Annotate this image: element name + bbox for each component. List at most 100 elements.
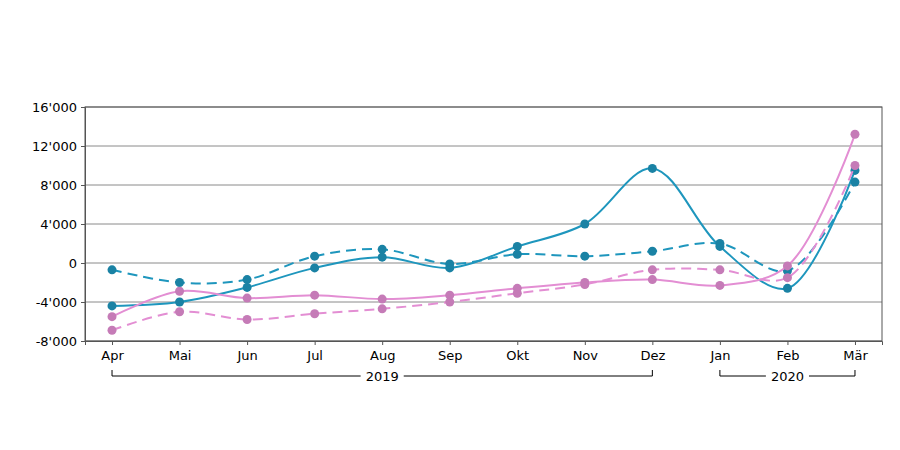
x-tick-label: Jun bbox=[236, 348, 257, 363]
x-tick-mark bbox=[787, 341, 788, 345]
series-point bbox=[378, 245, 387, 254]
series-point bbox=[513, 250, 522, 259]
series-point bbox=[175, 287, 184, 296]
group-bracket bbox=[112, 370, 113, 376]
x-tick-mark bbox=[652, 341, 653, 345]
series-line bbox=[112, 166, 855, 331]
y-tick-label: 16'000 bbox=[32, 100, 77, 115]
series-point bbox=[243, 283, 252, 292]
series-point bbox=[310, 291, 319, 300]
grid bbox=[85, 107, 882, 341]
series-point bbox=[580, 252, 589, 261]
y-tick: 0 bbox=[69, 256, 85, 271]
y-tick-label: -8'000 bbox=[36, 334, 77, 349]
plot-frame bbox=[85, 107, 882, 341]
group-bracket bbox=[112, 376, 361, 377]
group-label: 2020 bbox=[771, 369, 804, 384]
series-point bbox=[175, 307, 184, 316]
x-tick-label: Mär bbox=[843, 348, 868, 363]
x-tick: Sep bbox=[438, 341, 463, 363]
series-point bbox=[715, 239, 724, 248]
series-point bbox=[513, 242, 522, 251]
x-tick-label: Mai bbox=[169, 348, 192, 363]
series-line bbox=[112, 182, 855, 283]
x-tick-mark bbox=[247, 341, 248, 345]
group-label: 2019 bbox=[366, 369, 399, 384]
y-tick-label: 12'000 bbox=[32, 139, 77, 154]
x-tick-label: Nov bbox=[573, 348, 599, 363]
group-bracket bbox=[404, 376, 653, 377]
y-tick: 8'000 bbox=[40, 178, 85, 193]
series-point bbox=[310, 309, 319, 318]
y-tick-label: 8'000 bbox=[40, 178, 77, 193]
category-groups: 2019 2020 bbox=[112, 369, 855, 384]
x-tick-label: Feb bbox=[776, 348, 799, 363]
x-tick-mark bbox=[315, 341, 316, 345]
series-point bbox=[648, 275, 657, 284]
x-tick: Jan bbox=[709, 341, 730, 363]
series-line bbox=[112, 134, 855, 316]
series-point bbox=[108, 301, 117, 310]
x-tick: Nov bbox=[573, 341, 599, 363]
series-point bbox=[243, 275, 252, 284]
x-tick-mark bbox=[382, 341, 383, 345]
series-point bbox=[648, 247, 657, 256]
series-point bbox=[580, 280, 589, 289]
x-tick: Apr bbox=[101, 341, 124, 363]
x-tick-label: Apr bbox=[101, 348, 124, 363]
series-point bbox=[108, 312, 117, 321]
x-tick-mark bbox=[450, 341, 451, 345]
grid-line bbox=[85, 185, 882, 186]
x-tick-mark bbox=[517, 341, 518, 345]
x-tick-label: Aug bbox=[370, 348, 395, 363]
series-point bbox=[648, 265, 657, 274]
series-point bbox=[715, 281, 724, 290]
series-point bbox=[850, 130, 859, 139]
y-tick: 4'000 bbox=[40, 217, 85, 232]
x-tick: Okt bbox=[506, 341, 529, 363]
series-point bbox=[108, 265, 117, 274]
x-tick: Jul bbox=[306, 341, 323, 363]
y-tick-mark bbox=[81, 302, 85, 303]
x-tick: Mai bbox=[169, 341, 192, 363]
y-tick-mark bbox=[81, 146, 85, 147]
group-bracket bbox=[719, 370, 720, 376]
series-point bbox=[445, 259, 454, 268]
series-point bbox=[310, 252, 319, 261]
series-point bbox=[310, 263, 319, 272]
series-point bbox=[243, 294, 252, 303]
y-tick-label: 4'000 bbox=[40, 217, 77, 232]
y-tick: -4'000 bbox=[36, 295, 85, 310]
series-point bbox=[175, 278, 184, 287]
series-point bbox=[378, 253, 387, 262]
group-bracket bbox=[854, 370, 855, 376]
y-tick-label: 0 bbox=[69, 256, 77, 271]
y-tick-mark bbox=[81, 263, 85, 264]
x-axis: AprMaiJunJulAugSepOktNovDezJanFebMär bbox=[86, 341, 883, 363]
y-axis-line bbox=[81, 108, 86, 342]
series-point bbox=[445, 298, 454, 307]
y-tick-mark bbox=[81, 107, 85, 108]
x-tick-mark bbox=[112, 341, 113, 345]
group-bracket bbox=[809, 376, 855, 377]
y-tick: -8'000 bbox=[36, 334, 85, 349]
x-tick-mark bbox=[585, 341, 586, 345]
series-point bbox=[175, 298, 184, 307]
x-tick-label: Okt bbox=[506, 348, 529, 363]
series-point bbox=[580, 220, 589, 229]
series-point bbox=[378, 295, 387, 304]
x-tick-label: Jan bbox=[709, 348, 730, 363]
chart: -8'000 -4'000 0 4'000 8'000 12'000 16'000 Apr Ma… bbox=[0, 0, 900, 450]
x-tick: Jun bbox=[236, 341, 257, 363]
x-tick-label: Jul bbox=[306, 348, 323, 363]
series-point bbox=[783, 261, 792, 270]
group-bracket bbox=[652, 370, 653, 376]
x-tick-label: Sep bbox=[438, 348, 463, 363]
y-tick-mark bbox=[81, 224, 85, 225]
series-point bbox=[378, 304, 387, 313]
y-tick: 12'000 bbox=[32, 139, 85, 154]
x-tick: Feb bbox=[776, 341, 799, 363]
x-tick: Aug bbox=[370, 341, 395, 363]
series-point bbox=[850, 178, 859, 187]
x-tick: Mär bbox=[843, 341, 868, 363]
